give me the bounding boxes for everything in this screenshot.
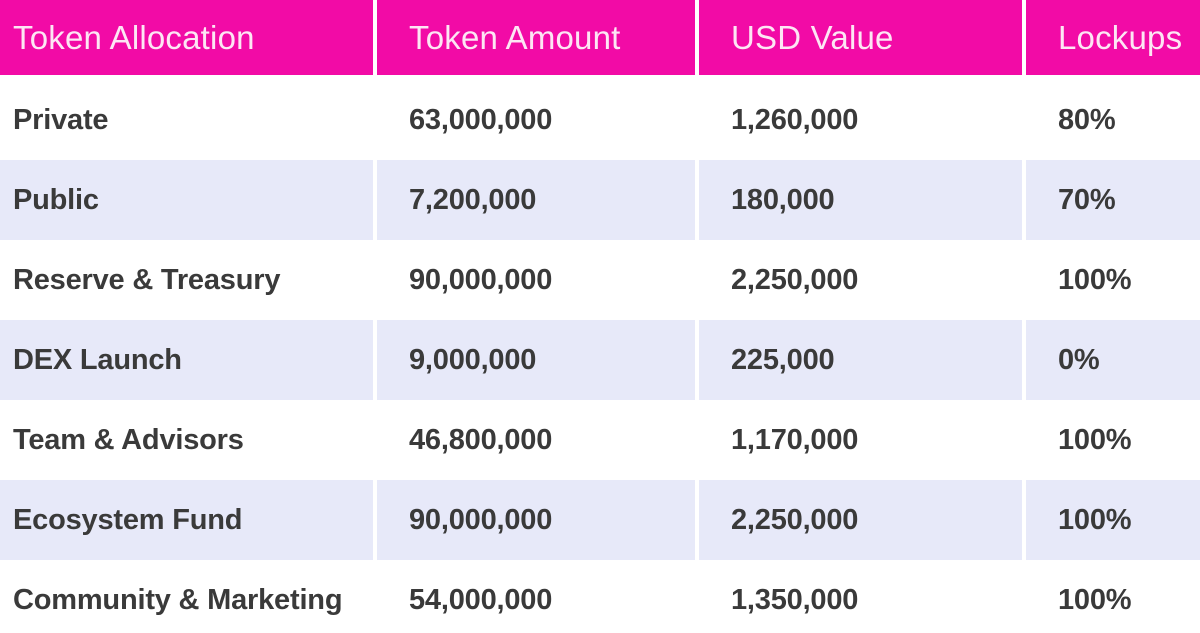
cell-token-amount: 90,000,000: [377, 240, 695, 320]
table-row-reserve-treasury: Reserve & Treasury 90,000,000 2,250,000 …: [0, 240, 1200, 320]
cell-token-amount: 63,000,000: [377, 80, 695, 160]
cell-token-amount: 54,000,000: [377, 560, 695, 633]
table-row-ecosystem-fund: Ecosystem Fund 90,000,000 2,250,000 100%: [0, 480, 1200, 560]
cell-lockups: 100%: [1026, 400, 1200, 480]
cell-lockups: 100%: [1026, 560, 1200, 633]
cell-lockups: 0%: [1026, 320, 1200, 400]
column-header-usd-value: USD Value: [699, 0, 1022, 75]
cell-allocation: Ecosystem Fund: [0, 480, 373, 560]
cell-token-amount: 7,200,000: [377, 160, 695, 240]
column-header-lockups: Lockups: [1026, 0, 1200, 75]
cell-token-amount: 46,800,000: [377, 400, 695, 480]
table-row-team-advisors: Team & Advisors 46,800,000 1,170,000 100…: [0, 400, 1200, 480]
cell-allocation: Team & Advisors: [0, 400, 373, 480]
cell-usd-value: 1,170,000: [699, 400, 1022, 480]
table-row-community-marketing: Community & Marketing 54,000,000 1,350,0…: [0, 560, 1200, 633]
table-row-dex-launch: DEX Launch 9,000,000 225,000 0%: [0, 320, 1200, 400]
cell-allocation: DEX Launch: [0, 320, 373, 400]
cell-usd-value: 2,250,000: [699, 240, 1022, 320]
cell-lockups: 100%: [1026, 240, 1200, 320]
cell-token-amount: 90,000,000: [377, 480, 695, 560]
column-header-token-allocation: Token Allocation: [0, 0, 373, 75]
cell-lockups: 80%: [1026, 80, 1200, 160]
cell-allocation: Private: [0, 80, 373, 160]
cell-allocation: Community & Marketing: [0, 560, 373, 633]
cell-token-amount: 9,000,000: [377, 320, 695, 400]
cell-allocation: Public: [0, 160, 373, 240]
table-header-row: Token Allocation Token Amount USD Value …: [0, 0, 1200, 75]
cell-allocation: Reserve & Treasury: [0, 240, 373, 320]
column-header-token-amount: Token Amount: [377, 0, 695, 75]
cell-usd-value: 1,260,000: [699, 80, 1022, 160]
cell-usd-value: 180,000: [699, 160, 1022, 240]
cell-lockups: 70%: [1026, 160, 1200, 240]
cell-usd-value: 225,000: [699, 320, 1022, 400]
cell-usd-value: 2,250,000: [699, 480, 1022, 560]
table-row-private: Private 63,000,000 1,260,000 80%: [0, 80, 1200, 160]
table-row-public: Public 7,200,000 180,000 70%: [0, 160, 1200, 240]
cell-lockups: 100%: [1026, 480, 1200, 560]
cell-usd-value: 1,350,000: [699, 560, 1022, 633]
